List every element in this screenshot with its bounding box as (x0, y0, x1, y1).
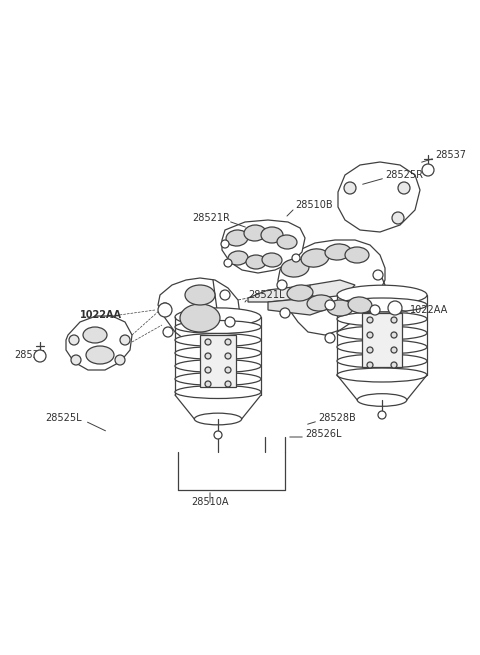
Text: 28510B: 28510B (295, 200, 333, 210)
Ellipse shape (307, 295, 333, 311)
Ellipse shape (175, 373, 261, 386)
Ellipse shape (244, 225, 266, 241)
Polygon shape (248, 285, 320, 302)
Ellipse shape (83, 327, 107, 343)
Circle shape (325, 300, 335, 310)
Polygon shape (222, 220, 305, 273)
Ellipse shape (180, 304, 220, 332)
Ellipse shape (287, 285, 313, 301)
Circle shape (367, 362, 373, 368)
Text: 28525L: 28525L (45, 413, 82, 423)
Circle shape (373, 270, 383, 280)
Circle shape (214, 431, 222, 439)
Ellipse shape (337, 368, 427, 382)
Ellipse shape (175, 308, 261, 326)
Ellipse shape (337, 326, 427, 340)
Polygon shape (362, 313, 402, 367)
Circle shape (367, 347, 373, 353)
Circle shape (225, 353, 231, 359)
Circle shape (205, 339, 211, 345)
Ellipse shape (337, 298, 427, 312)
Circle shape (225, 367, 231, 373)
Ellipse shape (226, 230, 248, 246)
Circle shape (220, 290, 230, 300)
Ellipse shape (281, 259, 309, 277)
Circle shape (325, 333, 335, 343)
Circle shape (398, 182, 410, 194)
Text: 28510A: 28510A (191, 497, 229, 507)
Circle shape (277, 280, 287, 290)
Ellipse shape (277, 235, 297, 249)
Circle shape (367, 317, 373, 323)
Text: 28521L: 28521L (248, 290, 285, 300)
Polygon shape (338, 162, 420, 232)
Ellipse shape (262, 253, 282, 267)
Ellipse shape (337, 340, 427, 354)
Text: 28537: 28537 (14, 350, 45, 360)
Text: 28537: 28537 (435, 150, 466, 160)
Ellipse shape (175, 386, 261, 398)
Circle shape (378, 411, 386, 419)
Circle shape (391, 362, 397, 368)
Ellipse shape (325, 244, 351, 260)
Circle shape (388, 301, 402, 315)
Ellipse shape (327, 300, 353, 316)
Circle shape (391, 347, 397, 353)
Circle shape (280, 308, 290, 318)
Text: 1022AA: 1022AA (80, 310, 122, 320)
Circle shape (163, 327, 173, 337)
Polygon shape (158, 278, 240, 345)
Ellipse shape (301, 249, 329, 267)
Ellipse shape (246, 255, 266, 269)
Ellipse shape (185, 285, 215, 305)
Text: 28526L: 28526L (305, 429, 341, 439)
Ellipse shape (337, 285, 427, 305)
Circle shape (115, 355, 125, 365)
Ellipse shape (357, 394, 407, 406)
Ellipse shape (194, 413, 241, 425)
Text: 28521R: 28521R (192, 213, 230, 223)
Circle shape (367, 332, 373, 338)
Ellipse shape (337, 312, 427, 326)
Circle shape (225, 339, 231, 345)
Ellipse shape (261, 227, 283, 243)
Circle shape (392, 212, 404, 224)
Circle shape (292, 254, 300, 262)
Ellipse shape (228, 251, 248, 265)
Circle shape (34, 350, 46, 362)
Circle shape (120, 335, 130, 345)
Text: 28525R: 28525R (385, 170, 423, 180)
Circle shape (158, 303, 172, 317)
Text: 1022AA: 1022AA (410, 305, 448, 315)
Text: 28528B: 28528B (318, 413, 356, 423)
Ellipse shape (175, 320, 261, 333)
Ellipse shape (86, 346, 114, 364)
Polygon shape (66, 316, 132, 370)
Circle shape (344, 182, 356, 194)
Polygon shape (310, 280, 355, 298)
Ellipse shape (348, 297, 372, 313)
Circle shape (71, 355, 81, 365)
Circle shape (391, 317, 397, 323)
Circle shape (391, 332, 397, 338)
Ellipse shape (175, 360, 261, 373)
Polygon shape (268, 298, 330, 315)
Circle shape (221, 240, 229, 248)
Circle shape (225, 381, 231, 387)
Ellipse shape (175, 333, 261, 346)
Circle shape (69, 335, 79, 345)
Circle shape (370, 305, 380, 315)
Polygon shape (278, 240, 385, 335)
Ellipse shape (337, 354, 427, 368)
Circle shape (224, 259, 232, 267)
Circle shape (225, 317, 235, 327)
Circle shape (160, 303, 170, 313)
Circle shape (205, 367, 211, 373)
Circle shape (205, 381, 211, 387)
Circle shape (422, 164, 434, 176)
Ellipse shape (175, 346, 261, 360)
Polygon shape (200, 335, 236, 387)
Circle shape (205, 353, 211, 359)
Ellipse shape (345, 247, 369, 263)
